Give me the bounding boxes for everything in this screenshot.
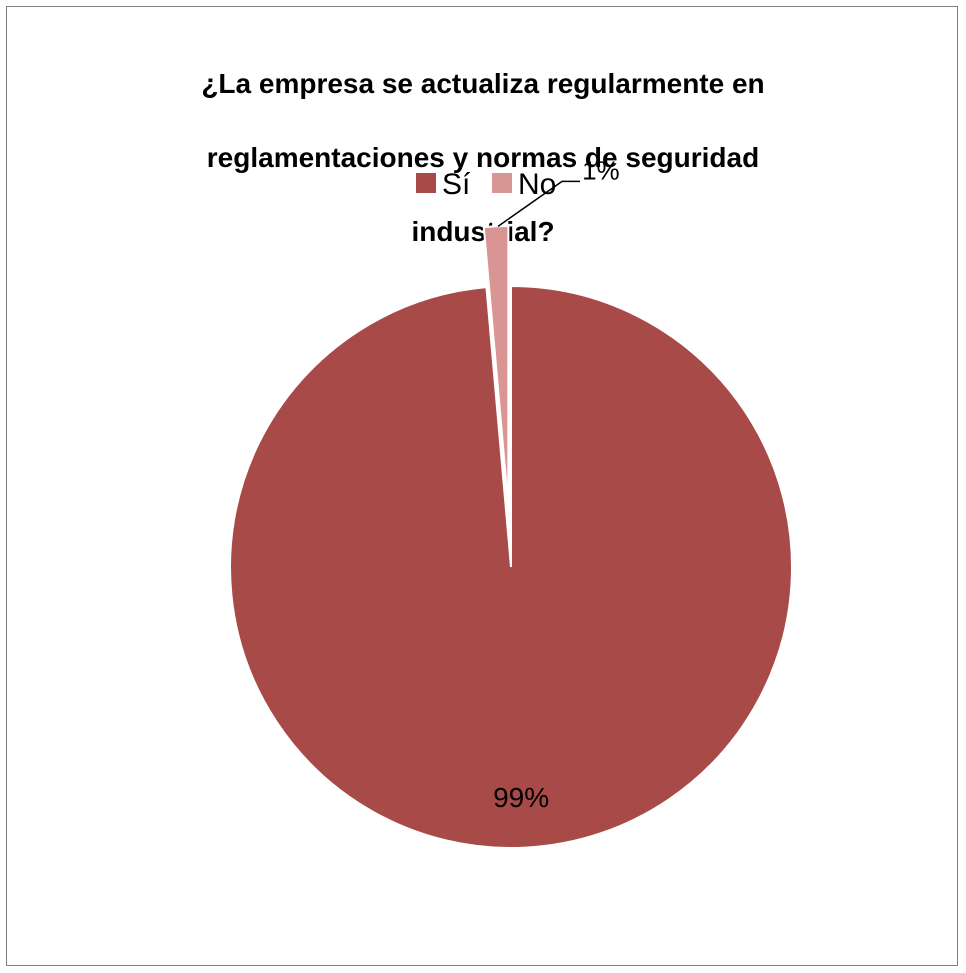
chart-title-line-2: reglamentaciones y normas de seguridad xyxy=(206,142,760,173)
data-label: 99% xyxy=(493,782,549,813)
legend-label: No xyxy=(518,168,556,201)
data-labels: 99% 1% xyxy=(493,155,620,813)
legend-swatch xyxy=(492,173,512,193)
legend-label: Sí xyxy=(442,168,471,201)
legend-item-1: No xyxy=(492,168,556,201)
legend-swatch xyxy=(416,173,436,193)
pie-slice-no xyxy=(482,225,510,508)
legend-item-0: Sí xyxy=(416,168,471,201)
chart-title-line-1: ¿La empresa se actualiza regularmente en xyxy=(201,68,765,99)
pie xyxy=(229,225,793,849)
chart-title-line-3: industrial? xyxy=(411,216,555,247)
pie-slice-sí xyxy=(229,284,793,849)
legend: Sí No xyxy=(416,168,556,201)
data-label: 1% xyxy=(582,155,620,185)
chart-title: ¿La empresa se actualiza regularmente en… xyxy=(0,28,966,287)
leader-line xyxy=(497,180,581,227)
